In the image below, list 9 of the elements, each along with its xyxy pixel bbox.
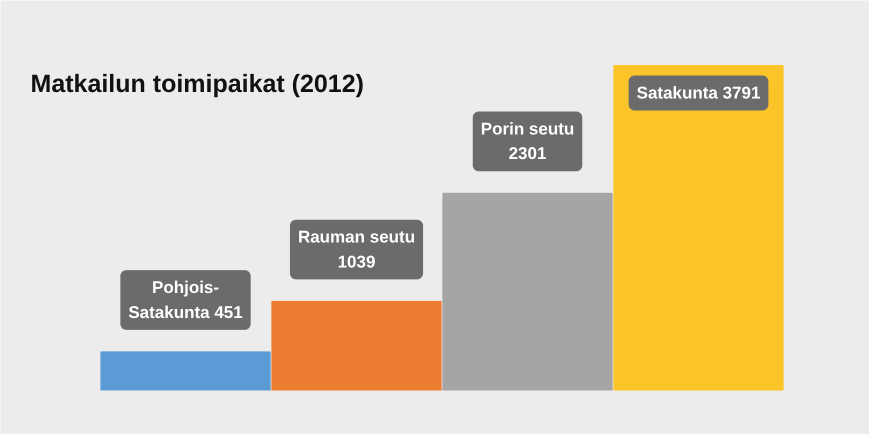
chart-title: Matkailun toimipaikat (2012) <box>30 70 364 98</box>
bar <box>100 351 271 390</box>
data-label: Rauman seutu 1039 <box>298 228 416 272</box>
data-label: Pohjois- Satakunta 451 <box>128 278 243 322</box>
data-label: Satakunta 3791 <box>636 84 760 102</box>
bar <box>271 300 442 390</box>
bar <box>442 192 613 390</box>
data-label: Porin seutu 2301 <box>480 120 574 164</box>
bar <box>613 65 784 390</box>
